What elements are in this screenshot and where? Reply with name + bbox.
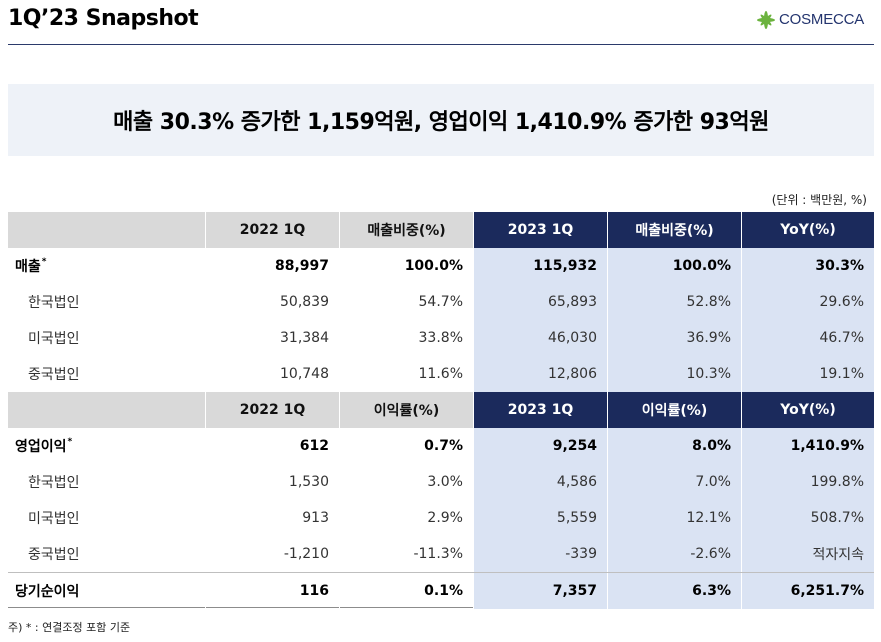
value-2023-margin: -2.6% xyxy=(607,536,741,572)
value-2023-ratio: 36.9% xyxy=(607,320,741,356)
value-yoy: 199.8% xyxy=(741,464,874,500)
value-2023-ratio: 52.8% xyxy=(607,284,741,320)
unit-note: (단위 : 백만원, %) xyxy=(771,193,867,207)
row-label: 한국법인 xyxy=(28,295,80,311)
value-2022-1q: 50,839 xyxy=(205,284,339,320)
value-yoy: 508.7% xyxy=(741,500,874,536)
row-label: 영업이익 * xyxy=(15,437,73,456)
value-2023-1q: 4,586 xyxy=(473,464,607,500)
company-logo: COSMECCA xyxy=(756,9,864,31)
value-2023-1q: -339 xyxy=(473,536,607,572)
value-2023-1q: 46,030 xyxy=(473,320,607,356)
value-2023-margin: 6.3% xyxy=(607,573,741,609)
header-yoy: YoY(%) xyxy=(741,212,874,248)
value-2022-1q: 31,384 xyxy=(205,320,339,356)
header-2023-1q: 2023 1Q xyxy=(473,392,607,428)
row-label: 미국법인 xyxy=(28,331,80,347)
value-2022-1q: -1,210 xyxy=(205,536,339,572)
value-2022-ratio: 33.8% xyxy=(339,320,473,356)
header-yoy: YoY(%) xyxy=(741,392,874,428)
table-header-operating-profit: 2022 1Q 이익률(%) 2023 1Q 이익률(%) YoY(%) xyxy=(8,392,874,428)
row-label-text: 매출 xyxy=(15,259,41,275)
value-2022-margin: 3.0% xyxy=(339,464,473,500)
snapshot-table: 2022 1Q 매출비중(%) 2023 1Q 매출비중(%) YoY(%) 매… xyxy=(8,212,874,609)
header-2022-margin: 이익률(%) xyxy=(339,392,473,428)
table-row-korea-sales: 한국법인 50,839 54.7% 65,893 52.8% 29.6% xyxy=(8,284,874,320)
value-2023-margin: 12.1% xyxy=(607,500,741,536)
row-label-text: 영업이익 xyxy=(15,439,67,455)
value-yoy: 29.6% xyxy=(741,284,874,320)
value-2023-ratio: 100.0% xyxy=(607,248,741,284)
row-label: 한국법인 xyxy=(28,475,80,491)
header-2022-1q: 2022 1Q xyxy=(205,212,339,248)
value-2023-1q: 65,893 xyxy=(473,284,607,320)
value-yoy: 적자지속 xyxy=(741,536,874,572)
page-title: 1Q’23 Snapshot xyxy=(8,6,199,31)
header-divider xyxy=(8,44,874,45)
value-2023-1q: 115,932 xyxy=(473,248,607,284)
header-label-cell xyxy=(8,212,205,248)
value-2022-margin: 2.9% xyxy=(339,500,473,536)
value-yoy: 1,410.9% xyxy=(741,428,874,464)
value-2022-ratio: 100.0% xyxy=(339,248,473,284)
value-2022-ratio: 11.6% xyxy=(339,356,473,392)
row-label: 중국법인 xyxy=(28,367,80,383)
value-2023-1q: 5,559 xyxy=(473,500,607,536)
cosmecca-leaf-icon xyxy=(756,10,776,30)
header-label-cell xyxy=(8,392,205,428)
value-2022-ratio: 54.7% xyxy=(339,284,473,320)
value-2023-margin: 7.0% xyxy=(607,464,741,500)
table-row-net-income: 당기순이익 116 0.1% 7,357 6.3% 6,251.7% xyxy=(8,572,874,609)
headline-text: 매출 30.3% 증가한 1,159억원, 영업이익 1,410.9% 증가한 … xyxy=(113,110,769,135)
header-2023-ratio: 매출비중(%) xyxy=(607,212,741,248)
headline-banner: 매출 30.3% 증가한 1,159억원, 영업이익 1,410.9% 증가한 … xyxy=(8,84,874,156)
value-yoy: 46.7% xyxy=(741,320,874,356)
table-row-sales: 매출 * 88,997 100.0% 115,932 100.0% 30.3% xyxy=(8,248,874,284)
value-2022-1q: 913 xyxy=(205,500,339,536)
row-label: 중국법인 xyxy=(28,547,80,563)
value-2022-margin: 0.7% xyxy=(339,428,473,464)
value-2022-margin: 0.1% xyxy=(339,573,473,609)
table-row-operating-profit: 영업이익 * 612 0.7% 9,254 8.0% 1,410.9% xyxy=(8,428,874,464)
value-2022-margin: -11.3% xyxy=(339,536,473,572)
footnote: 주) * : 연결조정 포함 기준 xyxy=(8,621,131,634)
value-2022-1q: 116 xyxy=(205,573,339,609)
header-2022-1q: 2022 1Q xyxy=(205,392,339,428)
header-2022-ratio: 매출비중(%) xyxy=(339,212,473,248)
logo-wordmark: COSMECCA xyxy=(779,11,865,28)
value-2022-1q: 612 xyxy=(205,428,339,464)
value-yoy: 19.1% xyxy=(741,356,874,392)
value-2023-ratio: 10.3% xyxy=(607,356,741,392)
table-row-china-sales: 중국법인 10,748 11.6% 12,806 10.3% 19.1% xyxy=(8,356,874,392)
value-2023-1q: 9,254 xyxy=(473,428,607,464)
row-label: 매출 * xyxy=(15,257,47,276)
row-label: 당기순이익 xyxy=(15,584,80,600)
value-2022-1q: 1,530 xyxy=(205,464,339,500)
value-yoy: 6,251.7% xyxy=(741,573,874,609)
table-row-us-profit: 미국법인 913 2.9% 5,559 12.1% 508.7% xyxy=(8,500,874,536)
value-2023-1q: 12,806 xyxy=(473,356,607,392)
value-2023-1q: 7,357 xyxy=(473,573,607,609)
value-2022-1q: 10,748 xyxy=(205,356,339,392)
table-header-sales: 2022 1Q 매출비중(%) 2023 1Q 매출비중(%) YoY(%) xyxy=(8,212,874,248)
table-row-korea-profit: 한국법인 1,530 3.0% 4,586 7.0% 199.8% xyxy=(8,464,874,500)
header-2023-margin: 이익률(%) xyxy=(607,392,741,428)
value-2023-margin: 8.0% xyxy=(607,428,741,464)
header-2023-1q: 2023 1Q xyxy=(473,212,607,248)
table-row-us-sales: 미국법인 31,384 33.8% 46,030 36.9% 46.7% xyxy=(8,320,874,356)
row-label: 미국법인 xyxy=(28,511,80,527)
value-yoy: 30.3% xyxy=(741,248,874,284)
table-row-china-profit: 중국법인 -1,210 -11.3% -339 -2.6% 적자지속 xyxy=(8,536,874,572)
value-2022-1q: 88,997 xyxy=(205,248,339,284)
